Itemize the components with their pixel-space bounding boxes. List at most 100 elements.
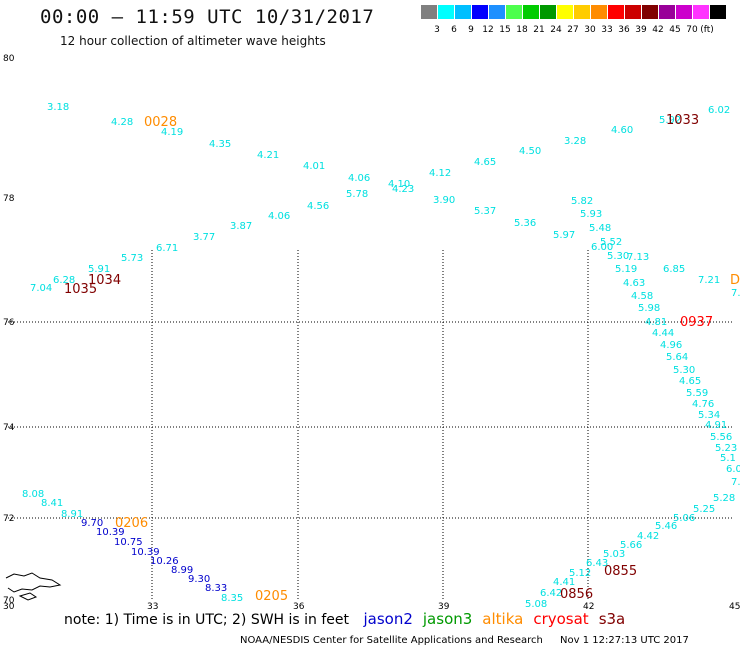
wave-height-value: 4.35 (209, 139, 231, 150)
wave-height-value: 4.63 (623, 278, 645, 289)
wave-height-value: 5.64 (666, 352, 688, 363)
wave-height-value: 5.97 (553, 230, 575, 241)
wave-height-value: 4.42 (637, 531, 659, 542)
wave-height-value: 3.28 (564, 136, 586, 147)
wave-height-labels: 3.18 4.28 4.19 4.35 4.21 4.01 4.06 5.78 4.104.23… (22, 102, 740, 610)
longitude-label: 45 (729, 602, 740, 612)
wave-height-value: 4.28 (111, 117, 133, 128)
wave-height-value: 7.04 (30, 283, 52, 294)
legend-label: 45 (669, 25, 681, 35)
latitude-label: 72 (3, 514, 14, 524)
wave-height-value: 5.91 (88, 264, 110, 275)
wave-height-value: 5.30 (607, 251, 629, 262)
legend-swatch (710, 5, 726, 19)
wave-height-value: 3.18 (47, 102, 69, 113)
longitude-label: 39 (438, 602, 450, 612)
legend-swatch (455, 5, 471, 19)
note-line: note: 1) Time is in UTC; 2) SWH is in fe… (64, 610, 645, 628)
wave-height-value: 5.12 (569, 568, 591, 579)
legend-swatch (489, 5, 505, 19)
latitude-label: 74 (3, 423, 15, 433)
satellite-legend: jason2 jason3 altika cryosat s3a (363, 610, 635, 628)
longitude-label: 42 (583, 602, 594, 612)
wave-height-value: 4.44 (652, 328, 674, 339)
wave-height-value: 7. (731, 288, 740, 299)
satellite-name: s3a (598, 610, 626, 628)
legend-swatch (676, 5, 692, 19)
wave-height-value: 5.59 (686, 388, 708, 399)
wave-height-value: 6.0 (726, 464, 740, 475)
wave-height-value: 5.98 (638, 303, 660, 314)
wave-height-value: 4.58 (631, 291, 653, 302)
wave-height-value: 7. (731, 477, 740, 488)
legend-swatch (591, 5, 607, 19)
legend-swatch (540, 5, 556, 19)
wave-height-value: 4.60 (611, 125, 633, 136)
wave-height-value: 6.02 (708, 105, 730, 116)
coastline (5, 572, 62, 601)
legend-swatch (421, 5, 437, 19)
wave-height-value: 5.19 (615, 264, 637, 275)
wave-height-value: 8.35 (221, 593, 243, 604)
map-subtitle: 12 hour collection of altimeter wave hei… (60, 34, 326, 48)
legend-label: 3 (434, 25, 440, 35)
pass-time-label: 1033 (666, 113, 699, 128)
wave-height-value: 6.71 (156, 243, 178, 254)
wave-height-value: 4.65 (679, 376, 701, 387)
wave-height-value: 5.48 (589, 223, 611, 234)
latitude-label: 80 (3, 54, 15, 64)
wave-height-value: 5.1 (720, 453, 736, 464)
wave-height-value: 6.85 (663, 264, 685, 275)
wave-height-value: 7.21 (698, 275, 720, 286)
wave-height-value: 4.96 (660, 340, 682, 351)
wave-height-value: 5.66 (620, 540, 642, 551)
pass-time-label: 1035 (64, 282, 97, 297)
wave-height-value: 4.10 (388, 179, 410, 190)
wave-height-value: 3.77 (193, 232, 215, 243)
wave-height-value: 10.75 (114, 537, 143, 548)
legend-swatch (693, 5, 709, 19)
pass-time-label: 1034 (88, 273, 121, 288)
legend-swatch (642, 5, 658, 19)
wave-height-value: 5.78 (346, 189, 368, 200)
pass-time-label: 0856 (560, 587, 593, 602)
wave-height-value: 8.33 (205, 583, 227, 594)
wave-height-value: 6.42 (540, 588, 562, 599)
pass-time-label: D (730, 273, 740, 288)
pass-time-label: 0205 (255, 589, 288, 604)
wave-height-value: 8.08 (22, 489, 44, 500)
wave-height-value: 4.65 (474, 157, 496, 168)
wave-height-value: 4.50 (519, 146, 541, 157)
footer-agency: NOAA/NESDIS Center for Satellite Applica… (240, 635, 543, 646)
pass-time-label: 0855 (604, 564, 637, 579)
legend-label: 70 (686, 25, 698, 35)
wave-height-value: 8.41 (41, 498, 63, 509)
wave-height-value: 8.99 (171, 565, 193, 576)
footer: NOAA/NESDIS Center for Satellite Applica… (240, 635, 703, 646)
wave-height-value: 4.06 (348, 173, 370, 184)
wave-height-value: 5.93 (580, 209, 602, 220)
wave-height-value: 5.03 (603, 549, 625, 560)
satellite-name: jason2 (363, 610, 413, 628)
wave-height-value: 10.39 (131, 547, 160, 558)
legend-label: 15 (499, 25, 511, 35)
legend-label: 36 (618, 25, 630, 35)
wave-height-value: 5.56 (710, 432, 732, 443)
wave-height-value: 5.25 (693, 504, 715, 515)
latitude-label: 78 (3, 194, 15, 204)
wave-height-value: 5.37 (474, 206, 496, 217)
wave-height-value: 6.43 (586, 558, 608, 569)
wave-height-value: 4.21 (257, 150, 279, 161)
pass-time-label: 0028 (144, 115, 177, 130)
satellite-name: cryosat (533, 610, 589, 628)
wave-height-value: 3.87 (230, 221, 252, 232)
wave-height-value: 4.12 (429, 168, 451, 179)
wave-height-value: 5.73 (121, 253, 143, 264)
wave-height-value: 5.23 (715, 443, 737, 454)
wave-height-value: 4.01 (303, 161, 325, 172)
legend-swatch (557, 5, 573, 19)
wave-height-value: 8.91 (61, 509, 83, 520)
